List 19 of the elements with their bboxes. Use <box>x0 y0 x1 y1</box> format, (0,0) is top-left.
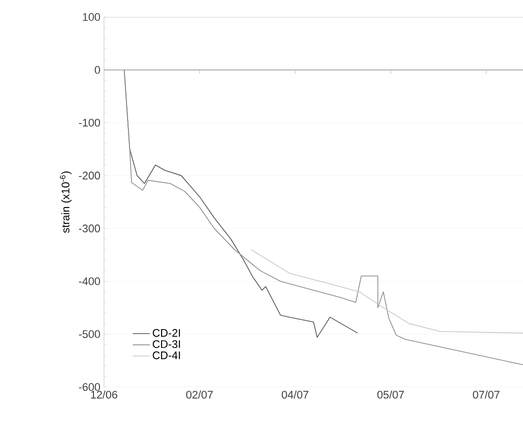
line-series <box>250 249 523 334</box>
y-tick-label: 100 <box>82 13 100 21</box>
x-tick-label: 02/07 <box>186 390 213 399</box>
legend-label: CD-4I <box>152 351 180 360</box>
y-tick-label: -600 <box>78 383 100 391</box>
y-tick-label: -200 <box>78 172 100 180</box>
y-axis-title: strain (x10$^{-6}$) <box>60 171 72 233</box>
legend-label: CD-2I <box>152 329 180 337</box>
legend-label: CD-3I <box>152 340 180 348</box>
y-tick-label: 0 <box>94 66 100 74</box>
y-tick-label: -300 <box>78 224 100 232</box>
x-tick-label: 04/07 <box>282 390 308 399</box>
x-tick-label: 12/06 <box>91 390 118 399</box>
x-tick-label: 07/07 <box>472 390 500 399</box>
y-tick-label: -100 <box>78 118 100 127</box>
x-tick-label: 05/07 <box>377 390 404 399</box>
y-tick-label: -500 <box>78 330 100 338</box>
line-series <box>124 69 523 366</box>
y-tick-label: -400 <box>78 277 100 286</box>
